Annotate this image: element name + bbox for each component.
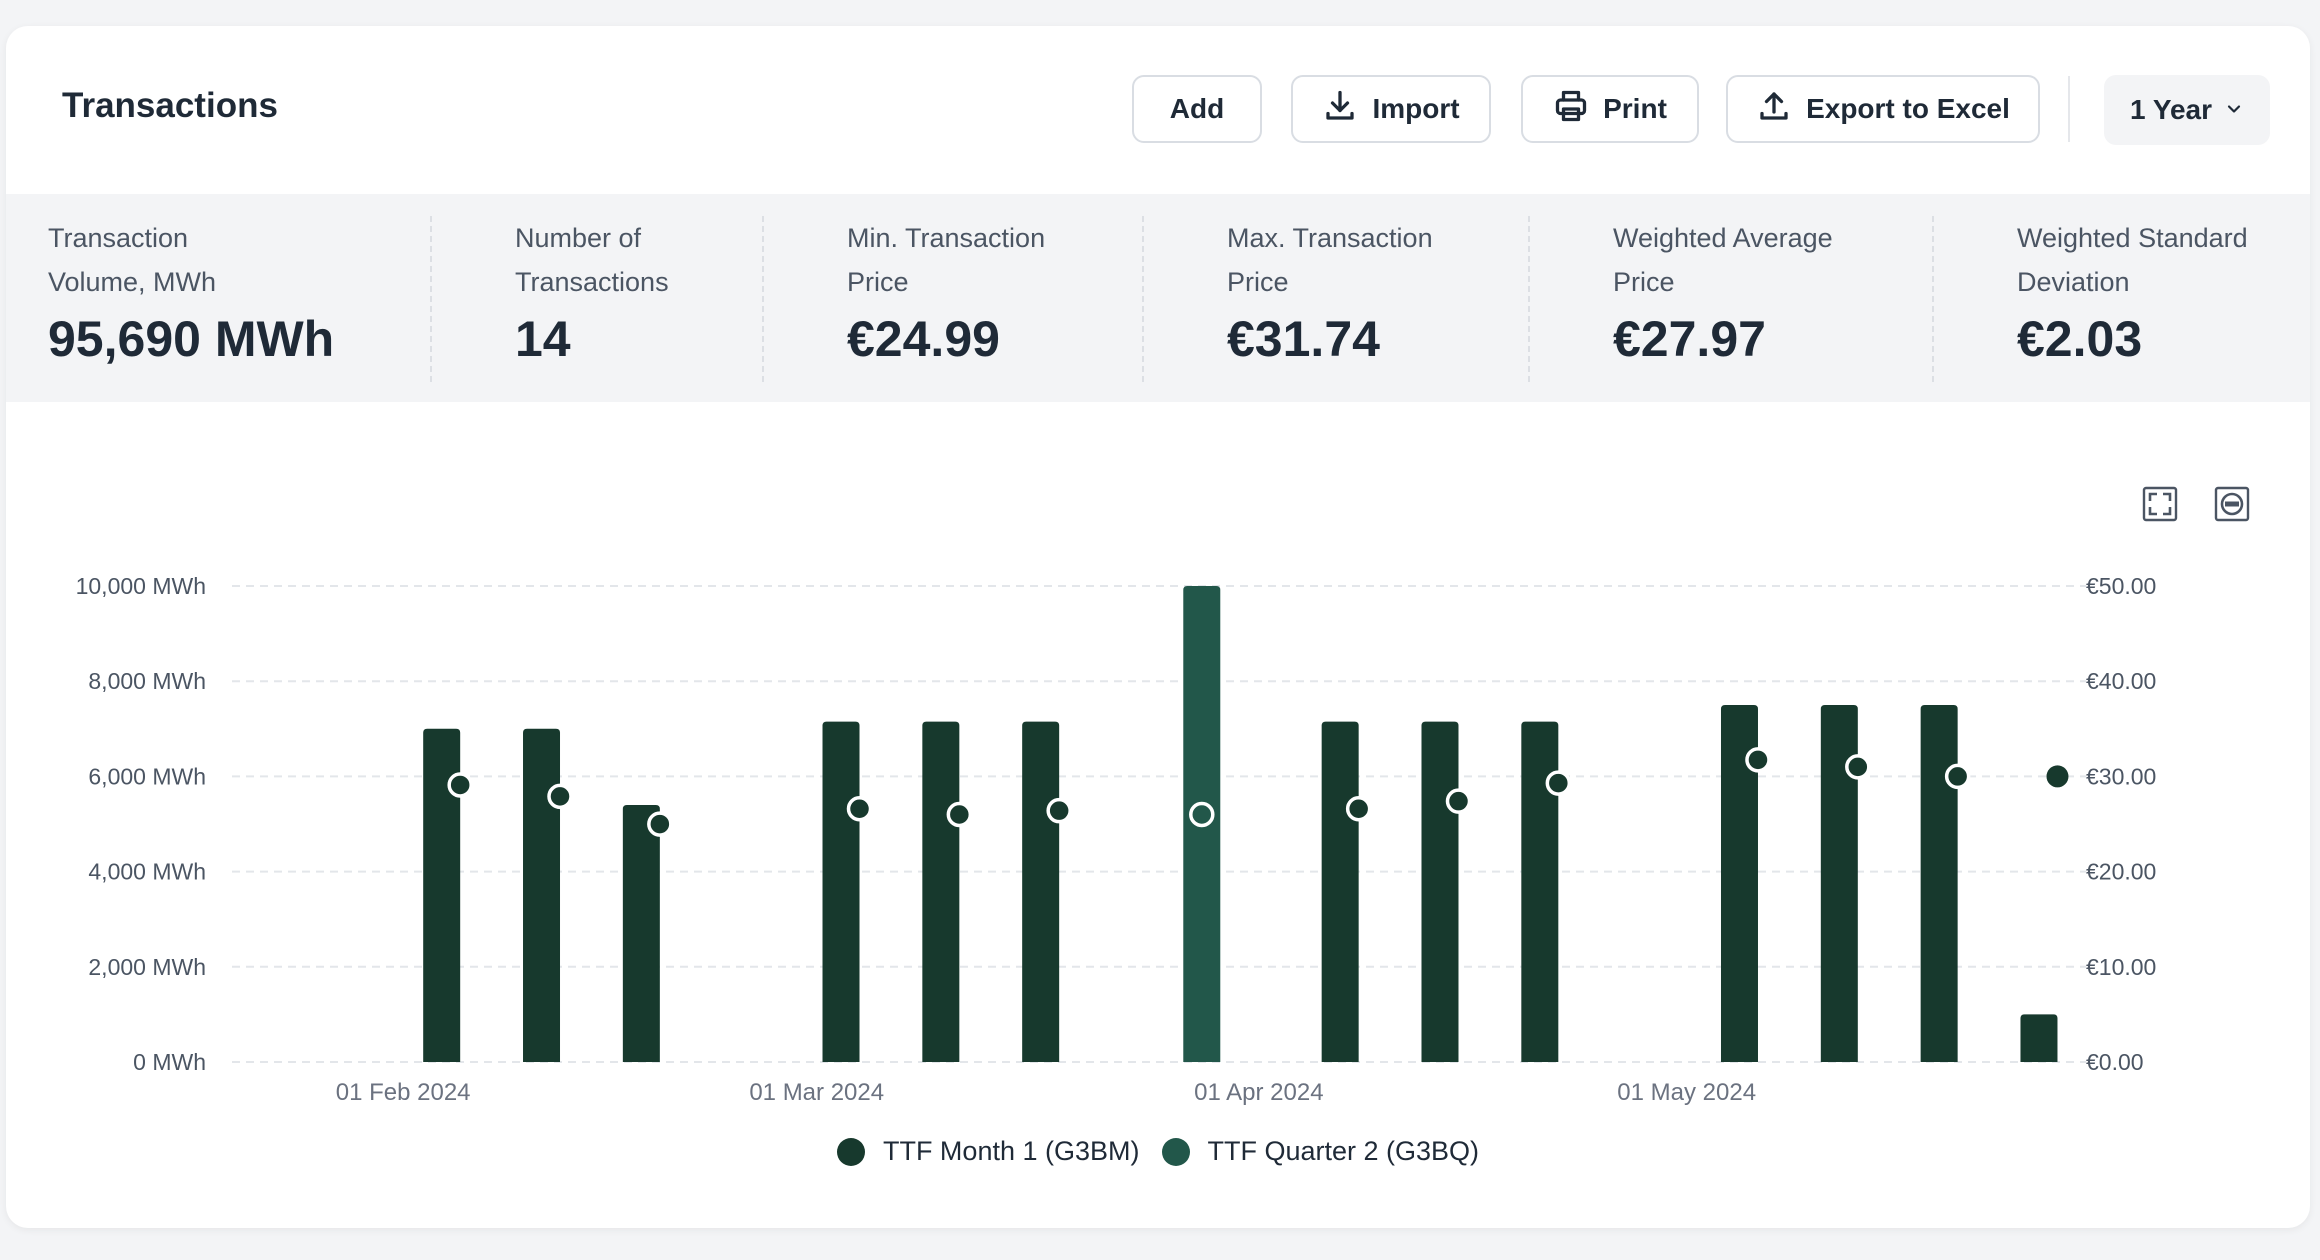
price-point[interactable]	[1545, 770, 1572, 796]
y-right-tick-label: €10.00	[2086, 954, 2156, 980]
price-point[interactable]	[1845, 754, 1871, 780]
stat-label: Max. Transaction Price	[1227, 223, 1433, 297]
volume-bar[interactable]	[1421, 721, 1459, 1062]
y-left-tick-label: 10,000 MWh	[76, 573, 206, 599]
x-tick-label: 01 May 2024	[1617, 1079, 1756, 1106]
import-button[interactable]: Import	[1291, 75, 1491, 143]
price-point[interactable]	[1345, 796, 1372, 822]
print-button[interactable]: Print	[1521, 75, 1699, 143]
y-right-tick-label: €20.00	[2086, 859, 2156, 885]
y-left-tick-label: 2,000 MWh	[88, 954, 206, 980]
y-left-tick-label: 0 MWh	[133, 1049, 206, 1075]
price-point[interactable]	[1046, 797, 1072, 824]
stat-min-price: Min. Transaction Price €24.99	[847, 216, 1045, 368]
y-left-tick-label: 6,000 MWh	[88, 763, 206, 789]
stat-volume: Transaction Volume, MWh 95,690 MWh	[48, 216, 334, 368]
x-tick-label: 01 Apr 2024	[1194, 1079, 1323, 1106]
download-icon	[1322, 88, 1358, 131]
price-point[interactable]	[946, 801, 973, 828]
stat-label: Min. Transaction Price	[847, 223, 1046, 297]
stat-value: €2.03	[2017, 311, 2143, 367]
y-right-tick-label: €30.00	[2086, 763, 2156, 789]
legend-item-quarter[interactable]: TTF Quarter 2 (G3BQ)	[1161, 1136, 1480, 1167]
volume-bar[interactable]	[922, 721, 960, 1062]
volume-bar[interactable]	[622, 804, 660, 1062]
price-point[interactable]	[2046, 765, 2069, 788]
stat-divider	[430, 216, 432, 382]
y-right-tick-label: €0.00	[2086, 1049, 2144, 1075]
transactions-card: Transactions Add Import Print	[6, 26, 2310, 1228]
volume-bar[interactable]	[2020, 1014, 2058, 1062]
x-tick-label: 01 Mar 2024	[749, 1079, 884, 1106]
price-point[interactable]	[1189, 801, 1215, 828]
volume-bar[interactable]	[423, 728, 461, 1062]
y-left-tick-label: 8,000 MWh	[88, 668, 206, 694]
stat-value: €24.99	[847, 311, 1000, 367]
price-point[interactable]	[447, 772, 473, 798]
price-point[interactable]	[846, 796, 873, 822]
printer-icon	[1553, 88, 1589, 131]
export-button-label: Export to Excel	[1806, 93, 2010, 124]
stat-divider	[1528, 216, 1530, 382]
volume-bar[interactable]	[822, 721, 860, 1062]
stat-count: Number of Transactions 14	[515, 216, 669, 368]
chart-legend: TTF Month 1 (G3BM) TTF Quarter 2 (G3BQ)	[6, 1136, 2310, 1167]
stat-divider	[1142, 216, 1144, 382]
stat-value: 95,690 MWh	[48, 311, 335, 367]
add-button-label: Add	[1169, 93, 1225, 124]
stat-value: €31.74	[1227, 311, 1380, 367]
volume-bar[interactable]	[1720, 705, 1758, 1062]
price-point[interactable]	[1944, 763, 1971, 790]
stat-label: Transaction Volume, MWh	[48, 223, 217, 297]
price-point[interactable]	[1445, 788, 1472, 814]
stat-divider	[762, 216, 764, 382]
stat-std-dev: Weighted Standard Deviation €2.03	[2017, 216, 2248, 368]
stat-max-price: Max. Transaction Price €31.74	[1227, 216, 1433, 368]
page-title: Transactions	[62, 86, 278, 125]
upload-icon	[1756, 88, 1792, 131]
legend-marker	[836, 1137, 865, 1166]
volume-bar[interactable]	[1820, 705, 1858, 1062]
stat-divider	[1932, 216, 1934, 382]
stat-label: Weighted Average Price	[1613, 223, 1833, 297]
legend-marker	[1161, 1137, 1190, 1166]
time-range-select[interactable]: 1 Year	[2104, 75, 2270, 145]
y-right-tick-label: €50.00	[2086, 573, 2156, 599]
chevron-down-icon	[2224, 94, 2244, 126]
stat-value: €27.97	[1613, 311, 1766, 367]
transactions-chart: 0 MWh 2,000 MWh 4,000 MWh 6,000 MWh 8,000 MW…	[76, 486, 2250, 1106]
import-button-label: Import	[1372, 93, 1460, 124]
legend-label: TTF Month 1 (G3BM)	[882, 1136, 1140, 1166]
header-divider	[2068, 76, 2070, 142]
y-right-tick-label: €40.00	[2086, 668, 2156, 694]
stat-weighted-avg: Weighted Average Price €27.97	[1613, 216, 1833, 368]
card-header: Transactions Add Import Print	[6, 26, 2310, 194]
price-point[interactable]	[647, 811, 673, 837]
add-button[interactable]: Add	[1132, 75, 1262, 143]
volume-bar[interactable]	[523, 728, 561, 1062]
volume-bar[interactable]	[1521, 721, 1559, 1062]
export-excel-button[interactable]: Export to Excel	[1726, 75, 2040, 143]
legend-label: TTF Quarter 2 (G3BQ)	[1207, 1136, 1480, 1166]
stats-bar: Transaction Volume, MWh 95,690 MWh Number…	[6, 194, 2310, 402]
x-tick-label: 01 Feb 2024	[336, 1079, 471, 1106]
y-left-tick-label: 4,000 MWh	[88, 859, 206, 885]
stat-label: Number of Transactions	[515, 223, 669, 297]
time-range-label: 1 Year	[2129, 94, 2213, 125]
reset-zoom-icon[interactable]	[2214, 486, 2250, 522]
fullscreen-icon[interactable]	[2142, 486, 2178, 522]
price-point[interactable]	[547, 783, 573, 810]
print-button-label: Print	[1603, 93, 1667, 124]
stat-label: Weighted Standard Deviation	[2017, 223, 2248, 297]
price-point[interactable]	[1745, 747, 1771, 773]
legend-item-month[interactable]: TTF Month 1 (G3BM)	[836, 1136, 1140, 1167]
volume-bar[interactable]	[1022, 721, 1060, 1062]
volume-bar[interactable]	[1321, 721, 1359, 1062]
volume-bar[interactable]	[1920, 705, 1958, 1062]
stat-value: 14	[515, 311, 571, 367]
